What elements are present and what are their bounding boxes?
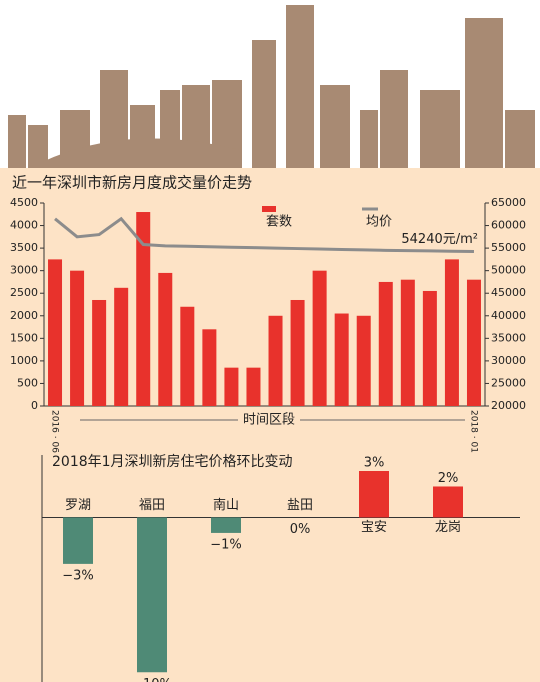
y-tick-label: 500 — [17, 376, 38, 389]
legend-label: 均价 — [366, 215, 392, 230]
combo-chart: 0 500 1000 1500 2000 2500 3000 3500 4000 4500 2000… — [10, 196, 526, 453]
bar — [312, 270, 327, 406]
change-chart: 罗湖 −3% 福田 −10% 南山 −1% 盐田 0% 宝安 3% 龙岗 2% — [41, 455, 520, 682]
bar — [422, 290, 437, 406]
y-tick-label: 3500 — [10, 241, 38, 254]
bar — [378, 281, 393, 406]
y-tick-label: 3000 — [10, 264, 38, 277]
category-label: 宝安 — [361, 520, 387, 535]
bar — [180, 306, 195, 406]
value-label: 2% — [438, 471, 459, 486]
bar — [70, 270, 85, 406]
y-tick-label: 4000 — [10, 219, 38, 232]
y2-tick-label: 40000 — [491, 309, 526, 322]
y-tick-label: 2000 — [10, 309, 38, 322]
bar — [444, 259, 459, 406]
chart-title: 2018年1月深圳新房住宅价格环比变动 — [52, 454, 293, 470]
y-tick-label: 0 — [31, 399, 38, 412]
y2-tick-label: 20000 — [491, 399, 526, 412]
chart-title: 近一年深圳市新房月度成交量价走势 — [12, 174, 252, 192]
legend-swatch — [262, 206, 276, 212]
bar — [63, 517, 93, 564]
legend-label: 套数 — [266, 214, 292, 230]
value-label: −3% — [62, 568, 94, 583]
x-axis-label: 时间区段 — [243, 413, 295, 428]
value-label: 3% — [364, 456, 385, 471]
line — [54, 216, 474, 254]
y-tick-label: 4500 — [10, 196, 38, 209]
value-label: 0% — [290, 522, 311, 537]
bar — [92, 299, 107, 406]
bar — [211, 517, 241, 533]
bar — [290, 299, 305, 406]
y2-tick-label: 25000 — [491, 376, 526, 389]
y-tick-label: 1000 — [10, 354, 38, 367]
annotation: 54240元/m² — [401, 232, 478, 247]
bar — [137, 517, 167, 673]
y2-tick-label: 55000 — [491, 241, 526, 254]
bar — [356, 315, 371, 406]
y2-tick-label: 45000 — [491, 286, 526, 299]
bar — [224, 367, 239, 406]
category-label: 罗湖 — [65, 498, 91, 513]
bar — [202, 329, 217, 406]
category-label: 福田 — [139, 498, 165, 513]
y2-tick-label: 65000 — [491, 196, 526, 209]
y-tick-label: 2500 — [10, 286, 38, 299]
bar — [334, 313, 349, 406]
bar — [433, 486, 463, 518]
category-label: 南山 — [213, 497, 239, 513]
bar — [48, 259, 63, 406]
bar — [158, 272, 173, 406]
value-label: −10% — [132, 677, 172, 682]
bar — [466, 279, 481, 406]
y2-tick-label: 50000 — [491, 264, 526, 277]
bar — [400, 279, 415, 406]
y-tick-label: 1500 — [10, 331, 38, 344]
category-label: 盐田 — [287, 498, 313, 513]
value-label: −1% — [210, 537, 242, 552]
x-tick-label: 2018 · 01 — [468, 410, 478, 453]
bar — [268, 315, 283, 406]
bar — [246, 367, 261, 406]
y2-tick-label: 30000 — [491, 354, 526, 367]
x-tick-label: 2016 · 06 — [50, 410, 60, 453]
skyline — [8, 5, 535, 168]
bar — [136, 212, 151, 406]
y2-tick-label: 35000 — [491, 331, 526, 344]
y2-tick-label: 60000 — [491, 219, 526, 232]
category-label: 龙岗 — [435, 520, 461, 535]
bar — [359, 471, 389, 518]
bar — [114, 287, 129, 406]
